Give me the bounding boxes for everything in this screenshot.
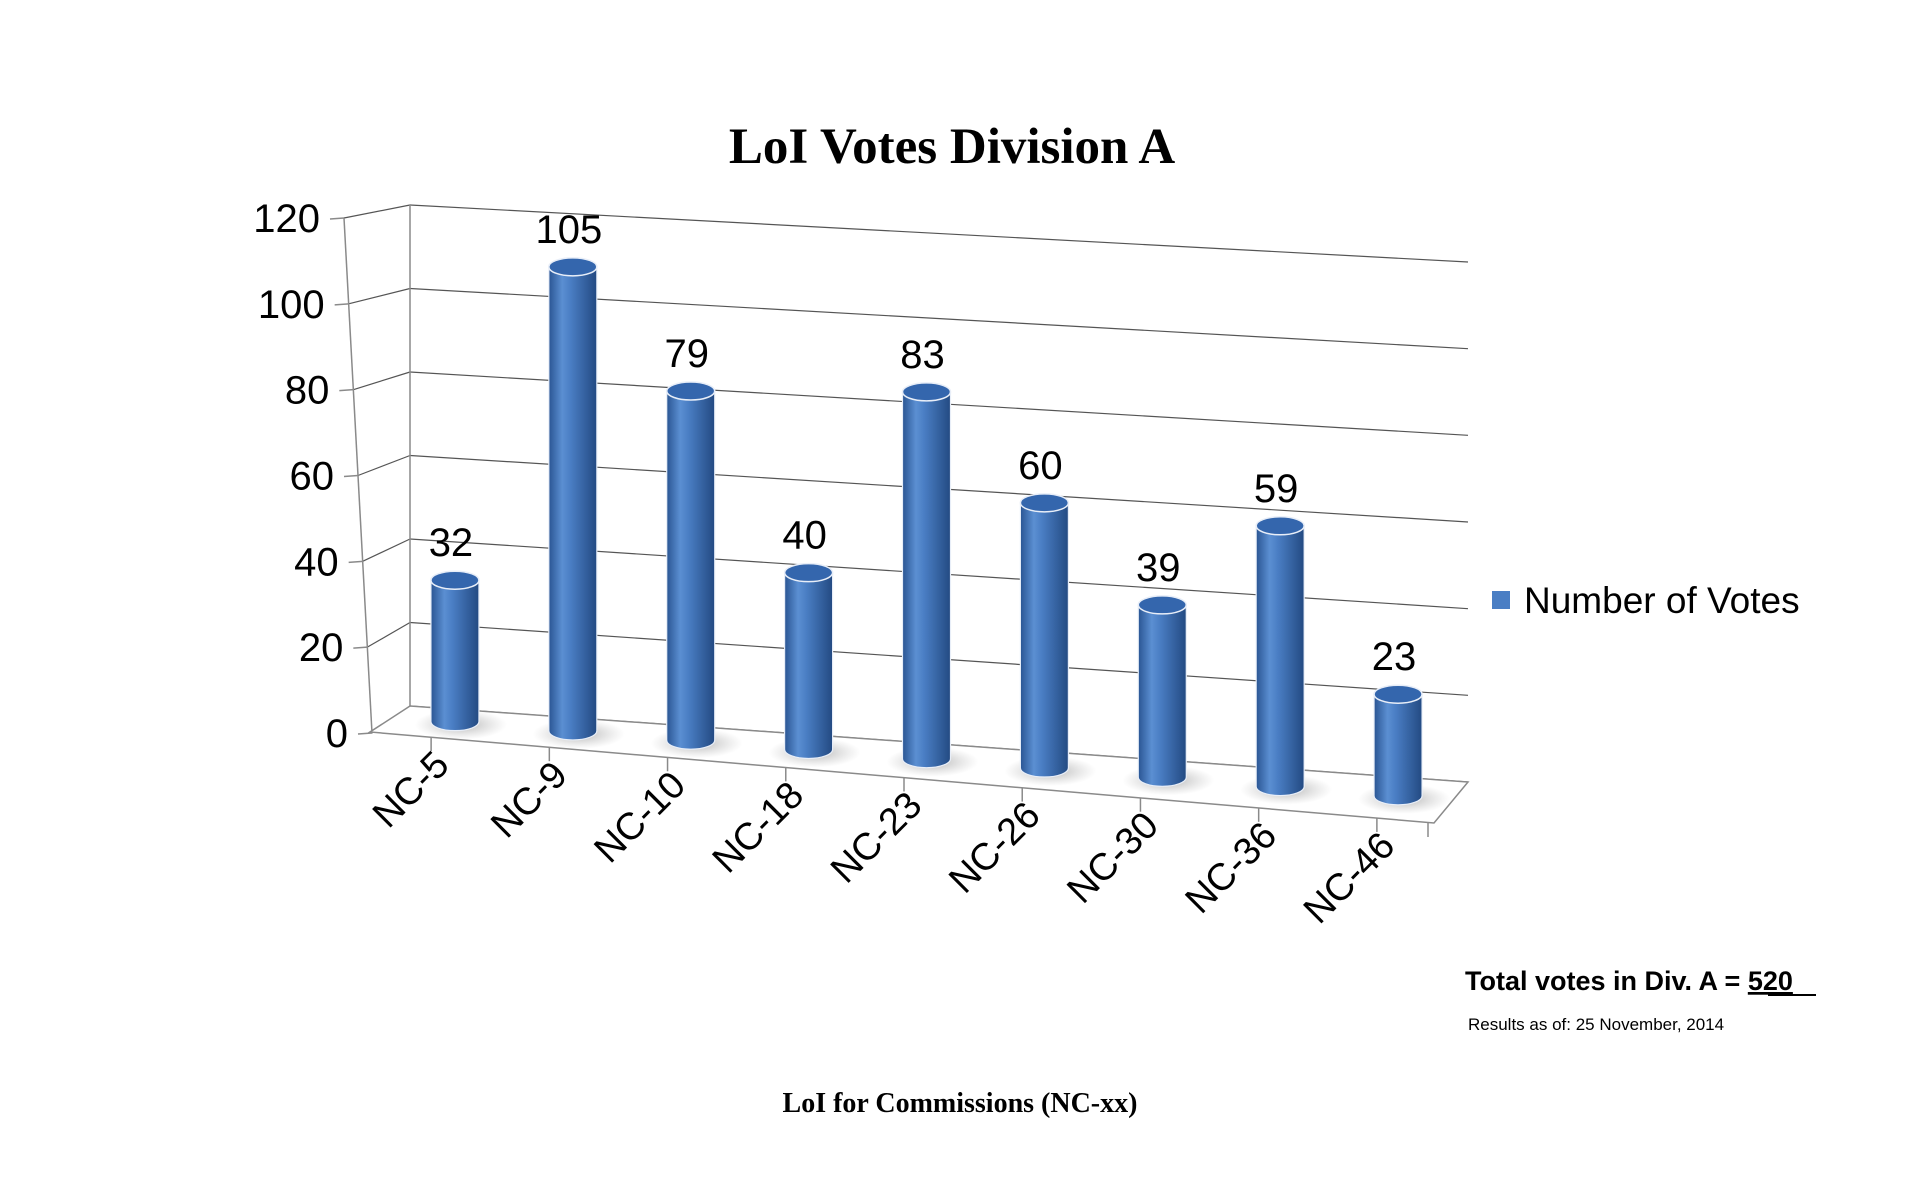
y-tick-label: 120 xyxy=(253,197,320,241)
bar-top xyxy=(548,257,598,277)
x-tick-label: NC-30 xyxy=(1059,804,1166,911)
bar-top xyxy=(1019,493,1070,513)
y-tick-mark xyxy=(329,217,345,220)
bar xyxy=(1004,493,1097,787)
bar xyxy=(886,382,979,777)
gridline-side xyxy=(348,287,411,305)
bar-top xyxy=(1255,516,1305,536)
bar xyxy=(1358,684,1451,814)
y-tick-mark xyxy=(357,732,373,735)
data-label: 40 xyxy=(782,514,827,558)
data-label: 32 xyxy=(429,521,474,565)
y-tick-mark xyxy=(334,303,349,306)
gridline-side xyxy=(362,538,411,562)
bar-body xyxy=(784,572,834,760)
x-tick-label: NC-9 xyxy=(483,754,575,846)
data-label: 83 xyxy=(900,333,945,377)
y-tick-label: 60 xyxy=(290,455,335,499)
gridline-side xyxy=(353,371,411,391)
chart-title: LoI Votes Division A xyxy=(729,119,1176,175)
data-label: 79 xyxy=(664,332,709,376)
x-tick-label: NC-36 xyxy=(1178,814,1285,921)
gridline xyxy=(409,204,1469,263)
total-votes-value: 520 xyxy=(1748,966,1793,996)
bar-top xyxy=(901,382,952,402)
bars xyxy=(414,257,1451,814)
gridline-side xyxy=(343,204,411,219)
x-tick-label: NC-46 xyxy=(1296,825,1403,932)
x-tick-label: NC-23 xyxy=(823,784,930,891)
data-label: 105 xyxy=(535,208,602,252)
y-axis-ticks: 0 20 40 60 80 100 120 xyxy=(253,197,373,756)
bar-body xyxy=(1255,525,1305,797)
y-tick-label: 20 xyxy=(299,626,344,670)
data-label: 59 xyxy=(1254,467,1299,511)
gridline-side xyxy=(367,621,411,648)
data-label: 23 xyxy=(1372,635,1417,679)
bar xyxy=(768,562,861,768)
bar-body xyxy=(1137,604,1187,787)
bar-body xyxy=(901,391,952,769)
bar-top xyxy=(1373,684,1423,704)
bar xyxy=(650,381,743,759)
axes xyxy=(343,205,411,734)
legend-swatch xyxy=(1492,591,1510,609)
gridline-side xyxy=(357,454,411,477)
y-tick-label: 0 xyxy=(326,712,348,756)
total-votes: Total votes in Div. A = 520 xyxy=(1465,966,1793,996)
bar-body xyxy=(1373,693,1423,806)
y-tick-label: 40 xyxy=(294,540,339,584)
total-votes-prefix: Total votes in Div. A = xyxy=(1465,966,1748,996)
y-tick-mark xyxy=(339,388,354,392)
x-tick-label: NC-18 xyxy=(705,774,812,881)
y-tick-mark xyxy=(348,560,363,564)
legend: Number of Votes xyxy=(1492,580,1800,621)
bar-body xyxy=(430,579,480,732)
x-tick-label: NC-5 xyxy=(365,744,457,836)
data-labels: 32 105 79 40 83 60 39 59 23 xyxy=(429,208,1417,679)
y-tick-label: 100 xyxy=(258,283,325,327)
x-axis-title: LoI for Commissions (NC-xx) xyxy=(783,1088,1138,1119)
x-tick-label: NC-10 xyxy=(587,764,694,871)
bar xyxy=(414,570,507,740)
y-tick-mark xyxy=(343,474,359,478)
bar xyxy=(1240,516,1333,805)
data-label: 60 xyxy=(1018,444,1063,488)
legend-label: Number of Votes xyxy=(1524,580,1800,621)
bar-top xyxy=(1137,595,1188,615)
results-date: Results as of: 25 November, 2014 xyxy=(1468,1015,1724,1034)
y-tick-mark xyxy=(353,646,368,649)
bar-top xyxy=(783,562,834,583)
bar xyxy=(532,257,625,749)
data-label: 39 xyxy=(1136,546,1181,590)
y-tick-label: 80 xyxy=(285,369,330,413)
bar-body xyxy=(1019,502,1069,778)
x-tick-label: NC-26 xyxy=(941,794,1048,901)
bar-top xyxy=(430,570,480,590)
bar xyxy=(1122,595,1215,796)
bar-body xyxy=(666,390,716,750)
bar-body xyxy=(548,266,598,741)
bar-top xyxy=(665,381,716,401)
